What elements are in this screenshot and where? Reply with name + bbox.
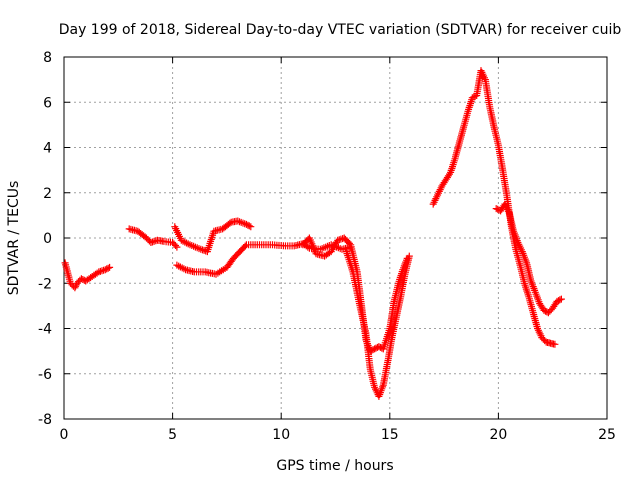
series-arc-h — [492, 200, 565, 317]
data-markers — [125, 225, 181, 251]
x-tick-label: 25 — [598, 427, 616, 443]
data-markers — [342, 248, 413, 400]
y-tick-label: -8 — [38, 412, 52, 428]
series-arc-a — [61, 259, 114, 292]
data-markers — [171, 217, 255, 256]
series-arc-e — [299, 234, 411, 355]
x-tick-label: 20 — [489, 427, 507, 443]
series-arc-c — [171, 217, 255, 256]
chart-title: Day 199 of 2018, Sidereal Day-to-day VTE… — [59, 22, 622, 38]
series-arc-b — [125, 225, 181, 251]
y-tick-label: 6 — [43, 95, 52, 111]
y-tick-label: -6 — [38, 367, 52, 383]
y-tick-label: 8 — [43, 50, 52, 66]
y-tick-label: -2 — [38, 276, 52, 292]
x-tick-label: 10 — [272, 427, 290, 443]
series-arc-f — [342, 248, 413, 400]
data-markers — [299, 234, 411, 355]
x-tick-label: 15 — [381, 427, 399, 443]
x-tick-label: 5 — [168, 427, 177, 443]
data-markers — [492, 200, 565, 317]
data-points — [61, 67, 565, 400]
data-markers — [61, 259, 114, 292]
x-tick-label: 0 — [60, 427, 69, 443]
y-tick-label: 4 — [43, 141, 52, 157]
y-axis: -8 -6 -4 -2 0 2 4 6 8 — [38, 50, 607, 428]
x-axis-label: GPS time / hours — [276, 458, 393, 474]
y-axis-label: SDTVAR / TECUs — [6, 181, 22, 296]
y-tick-label: 2 — [43, 186, 52, 202]
x-axis: 0 5 10 15 20 25 — [60, 57, 616, 443]
y-tick-label: -4 — [38, 322, 52, 338]
y-tick-label: 0 — [43, 231, 52, 247]
